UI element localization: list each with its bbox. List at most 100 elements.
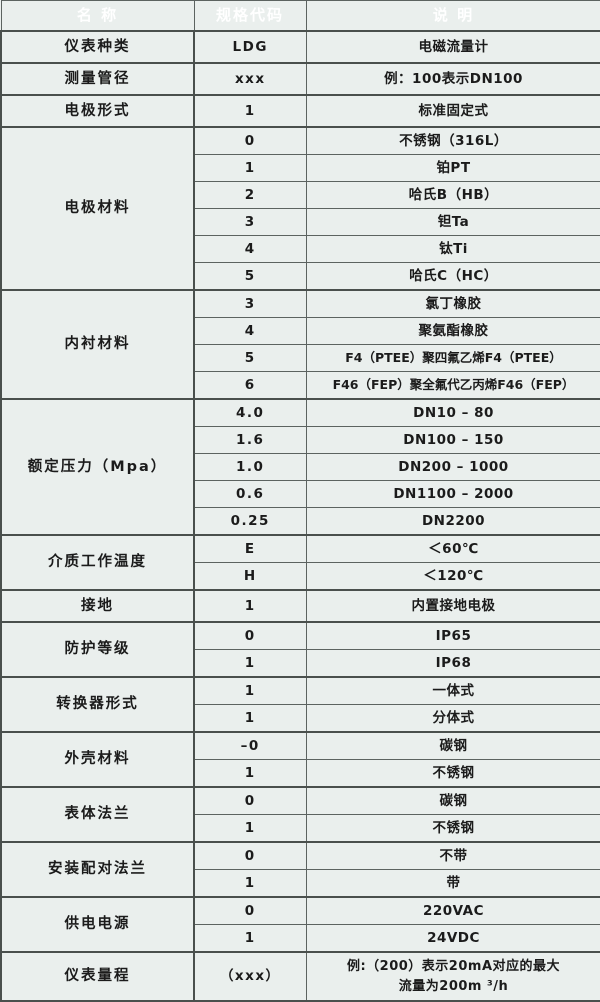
table-row: 额定压力（Mpa） 4.0 DN10 – 80 xyxy=(0,398,600,536)
description-cell: 钛Ti xyxy=(305,235,600,263)
description-cell: F4（PTEE）聚四氟乙烯F4（PTEE） xyxy=(305,344,600,372)
spec-code-cell: 3 xyxy=(193,289,307,318)
spec-code-cell: 0.25 xyxy=(193,507,307,536)
spec-code-cell: 4.0 xyxy=(193,398,307,427)
spec-code-cell: 0.6 xyxy=(193,480,307,508)
description-cell: 电磁流量计 xyxy=(305,30,600,64)
table-row: 仪表量程 （xxx） 例:（200）表示20mA对应的最大 流量为200m ³/h xyxy=(0,951,600,1002)
spec-code-cell: 2 xyxy=(193,181,307,209)
row-name-cell: 安装配对法兰 xyxy=(0,841,195,898)
table-row: 安装配对法兰 0 不带 xyxy=(0,841,600,898)
table-row: 5 F4（PTEE）聚四氟乙烯F4（PTEE） xyxy=(1,344,600,372)
spec-code-cell: E xyxy=(193,534,307,563)
description-cell: DN200 – 1000 xyxy=(305,453,600,481)
spec-code-cell: （xxx） xyxy=(193,951,307,1002)
row-name-cell: 电极形式 xyxy=(0,94,195,128)
header-row: 名 称 规格代码 说 明 xyxy=(0,0,600,32)
spec-code-cell: 1 xyxy=(193,814,307,843)
description-cell: 标准固定式 xyxy=(305,94,600,128)
spec-code-cell: 1 xyxy=(193,704,307,733)
table-row: 仪表种类 LDG 电磁流量计 xyxy=(0,30,600,64)
table-row: 1 分体式 xyxy=(1,704,600,733)
description-cell: 钽Ta xyxy=(305,208,600,236)
table-row: 接地 1 内置接地电极 xyxy=(0,589,600,623)
description-cell: 不带 xyxy=(305,841,600,870)
table-row: 表体法兰 0 碳钢 xyxy=(0,786,600,843)
table-row: 电极形式 1 标准固定式 xyxy=(0,94,600,128)
description-cell: 例：100表示DN100 xyxy=(305,62,600,96)
spec-code-cell: 0 xyxy=(193,126,307,155)
description-cell: 带 xyxy=(305,869,600,898)
table-row: 1 不锈钢 xyxy=(1,759,600,788)
description-cell: 不锈钢 xyxy=(305,759,600,788)
row-name-cell: 外壳材料 xyxy=(0,731,195,788)
description-cell: IP68 xyxy=(305,649,600,678)
spec-code-cell: 3 xyxy=(193,208,307,236)
table-row: 1 IP68 xyxy=(1,649,600,678)
row-name-cell: 测量管径 xyxy=(0,62,195,96)
description-cell: 哈氏B（HB） xyxy=(305,181,600,209)
table-body: 仪表种类 LDG 电磁流量计 测量管径 xxx 例：100表示DN100 电极形式 1 标准固定… xyxy=(0,30,600,1002)
description-cell: 220VAC xyxy=(305,896,600,925)
row-name-cell: 仪表种类 xyxy=(0,30,195,64)
description-cell: 铂PT xyxy=(305,154,600,182)
table-header: 名 称 规格代码 说 明 xyxy=(0,0,600,32)
description-cell: IP65 xyxy=(305,621,600,650)
table-row: 4 聚氨酯橡胶 xyxy=(1,317,600,345)
description-cell: DN1100 – 2000 xyxy=(305,480,600,508)
spec-code-cell: 4 xyxy=(193,235,307,263)
row-name-cell: 额定压力（Mpa） xyxy=(0,398,195,536)
spec-code-cell: 1 xyxy=(193,589,307,623)
table-row: 5 哈氏C（HC） xyxy=(1,262,600,291)
spec-code-cell: 1 xyxy=(193,154,307,182)
spec-code-cell: 1 xyxy=(193,924,307,953)
spec-code-cell: 5 xyxy=(193,344,307,372)
description-cell: 碳钢 xyxy=(305,786,600,815)
table-row: 1.6 DN100 – 150 xyxy=(1,426,600,454)
table-row: 外壳材料 –0 碳钢 xyxy=(0,731,600,788)
description-cell: F46（FEP）聚全氟代乙丙烯F46（FEP） xyxy=(305,371,600,400)
description-cell: 一体式 xyxy=(305,676,600,705)
column-header-code: 规格代码 xyxy=(193,0,307,32)
table-row: 0.6 DN1100 – 2000 xyxy=(1,480,600,508)
description-cell: DN10 – 80 xyxy=(305,398,600,427)
description-cell: DN2200 xyxy=(305,507,600,536)
table-row: 4 钛Ti xyxy=(1,235,600,263)
description-cell: ＜60℃ xyxy=(305,534,600,563)
row-name-cell: 防护等级 xyxy=(0,621,195,678)
spec-code-cell: 1 xyxy=(193,94,307,128)
table-row: 电极材料 0 不锈钢（316L） xyxy=(0,126,600,291)
table-row: 转换器形式 1 一体式 xyxy=(0,676,600,733)
column-header-desc: 说 明 xyxy=(305,0,600,32)
spec-code-cell: xxx xyxy=(193,62,307,96)
row-name-cell: 转换器形式 xyxy=(0,676,195,733)
table-row: 1.0 DN200 – 1000 xyxy=(1,453,600,481)
spec-code-cell: 5 xyxy=(193,262,307,291)
spec-code-cell: H xyxy=(193,562,307,591)
spec-code-cell: 1.6 xyxy=(193,426,307,454)
spec-code-cell: 1 xyxy=(193,649,307,678)
description-cell: 氯丁橡胶 xyxy=(305,289,600,318)
row-name-cell: 接地 xyxy=(0,589,195,623)
description-cell: 不锈钢（316L） xyxy=(305,126,600,155)
table-row: 介质工作温度 E ＜60℃ xyxy=(0,534,600,591)
spec-code-cell: 1 xyxy=(193,759,307,788)
row-name-cell: 仪表量程 xyxy=(0,951,195,1002)
description-cell: 聚氨酯橡胶 xyxy=(305,317,600,345)
spec-code-cell: 0 xyxy=(193,621,307,650)
spec-code-cell: 1 xyxy=(193,676,307,705)
spec-code-cell: 1.0 xyxy=(193,453,307,481)
table-row: 6 F46（FEP）聚全氟代乙丙烯F46（FEP） xyxy=(1,371,600,400)
description-cell: DN100 – 150 xyxy=(305,426,600,454)
table-row: 防护等级 0 IP65 xyxy=(0,621,600,678)
spec-code-cell: 1 xyxy=(193,869,307,898)
row-name-cell: 内衬材料 xyxy=(0,289,195,400)
description-cell: 24VDC xyxy=(305,924,600,953)
spec-code-cell: 4 xyxy=(193,317,307,345)
description-cell: 分体式 xyxy=(305,704,600,733)
row-name-cell: 介质工作温度 xyxy=(0,534,195,591)
description-cell: 碳钢 xyxy=(305,731,600,760)
row-name-cell: 供电电源 xyxy=(0,896,195,953)
